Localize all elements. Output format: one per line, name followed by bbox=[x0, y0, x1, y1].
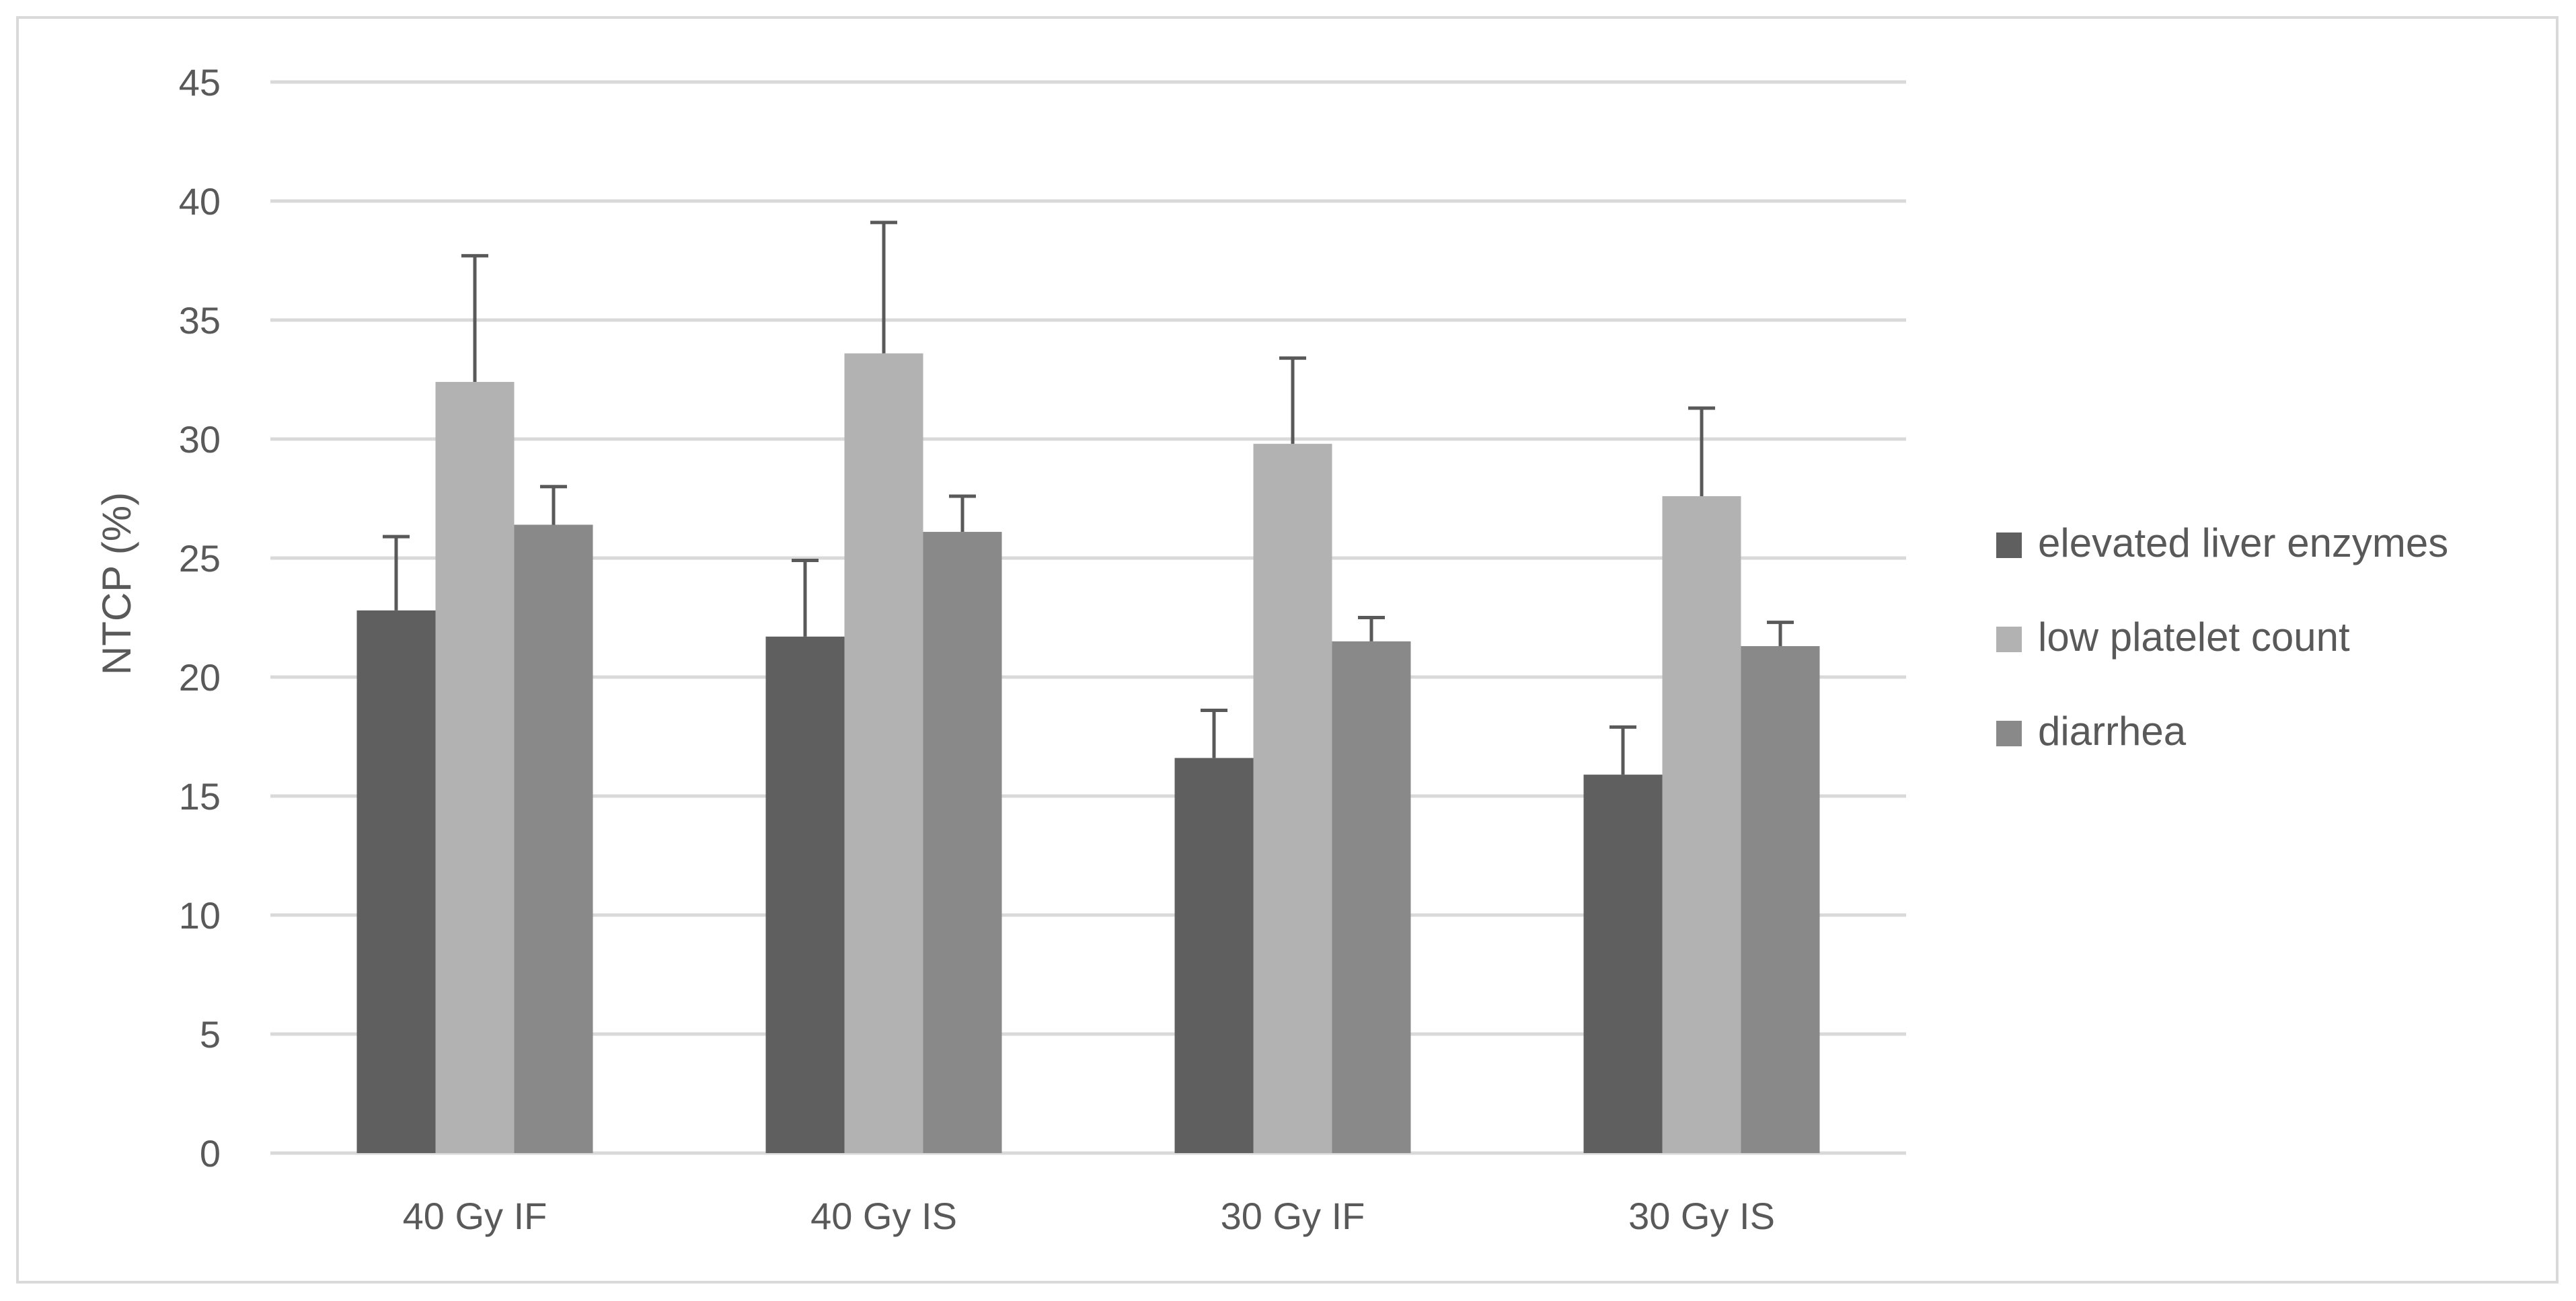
bar bbox=[844, 353, 923, 1153]
y-tick-label: 35 bbox=[179, 299, 221, 342]
chart-frame: 0 5 10 15 20 25 30 35 40 45 40 Gy IF 40 Gy IS 30 Gy… bbox=[16, 16, 2559, 1284]
x-tick-label: 40 Gy IS bbox=[810, 1195, 957, 1237]
legend-swatch bbox=[1996, 627, 2022, 652]
y-tick-label: 15 bbox=[179, 775, 221, 818]
x-tick-label: 30 Gy IF bbox=[1221, 1195, 1365, 1237]
bar bbox=[514, 524, 593, 1153]
bar bbox=[1583, 775, 1663, 1153]
y-tick-labels: 0 5 10 15 20 25 30 35 40 45 bbox=[179, 61, 221, 1175]
error-bars bbox=[383, 221, 1794, 775]
legend-label: low platelet count bbox=[2038, 615, 2350, 660]
y-tick-label: 45 bbox=[179, 61, 221, 104]
x-tick-labels: 40 Gy IF 40 Gy IS 30 Gy IF 30 Gy IS bbox=[403, 1195, 1775, 1237]
x-tick-label: 30 Gy IS bbox=[1628, 1195, 1775, 1237]
bar bbox=[435, 382, 515, 1153]
bar-chart: 0 5 10 15 20 25 30 35 40 45 40 Gy IF 40 Gy IS 30 Gy… bbox=[94, 61, 2448, 1237]
bar bbox=[1662, 496, 1741, 1153]
bar bbox=[1332, 641, 1411, 1153]
bar bbox=[1174, 758, 1254, 1153]
y-tick-label: 25 bbox=[179, 537, 221, 580]
y-tick-label: 0 bbox=[200, 1132, 221, 1175]
legend-label: elevated liver enzymes bbox=[2038, 520, 2448, 565]
bar bbox=[765, 636, 845, 1153]
y-axis-title: NTCP (%) bbox=[94, 492, 139, 675]
y-tick-label: 40 bbox=[179, 180, 221, 223]
legend-swatch bbox=[1996, 533, 2022, 558]
bar bbox=[1253, 444, 1332, 1153]
legend-label: diarrhea bbox=[2038, 709, 2187, 754]
y-tick-label: 30 bbox=[179, 418, 221, 461]
bars bbox=[356, 353, 1820, 1153]
bar bbox=[356, 610, 436, 1153]
x-tick-label: 40 Gy IF bbox=[403, 1195, 547, 1237]
legend-swatch bbox=[1996, 721, 2022, 746]
bar bbox=[1741, 645, 1820, 1153]
y-tick-label: 10 bbox=[179, 894, 221, 937]
bar bbox=[923, 532, 1002, 1153]
y-tick-label: 20 bbox=[179, 656, 221, 699]
y-tick-label: 5 bbox=[200, 1013, 221, 1056]
legend: elevated liver enzymes low platelet count… bbox=[1996, 520, 2448, 754]
